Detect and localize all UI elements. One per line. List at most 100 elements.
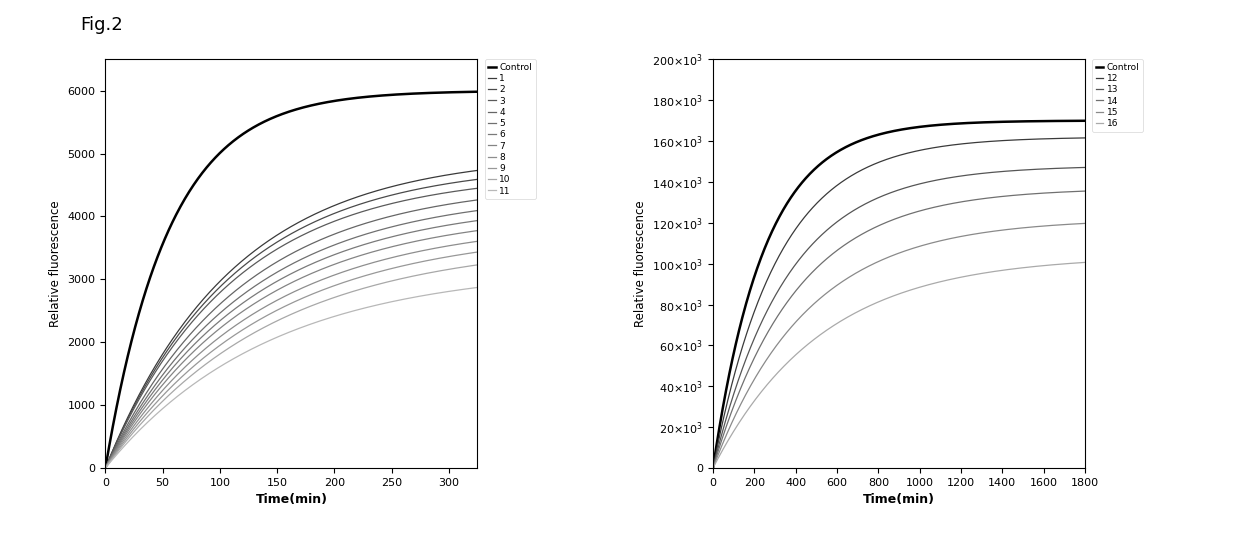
14 [931,203,946,209]
Line: 6: 6 [105,221,477,468]
Line: 8: 8 [105,242,477,468]
3 [193,309,208,315]
16 [921,281,936,288]
1 [346,195,361,201]
16 [706,465,720,471]
11 [317,316,332,323]
7 [317,265,332,271]
5 [164,361,179,367]
9 [470,249,485,255]
7 [98,465,113,471]
9 [193,357,208,363]
1 [164,338,179,344]
13 [942,174,957,181]
13 [1025,166,1040,173]
9 [378,267,393,273]
1 [470,167,485,174]
4 [378,214,393,221]
9 [98,465,113,471]
Control [921,123,936,129]
12 [931,144,946,150]
4 [317,235,332,241]
14 [706,465,720,471]
5 [470,207,485,214]
Control [706,465,720,471]
13 [728,384,743,391]
9 [267,309,281,315]
5 [193,328,208,334]
7 [346,254,361,261]
15 [931,238,946,244]
13 [988,169,1003,175]
7 [470,228,485,234]
1 [378,185,393,192]
Line: 3: 3 [105,188,477,468]
6 [470,217,485,224]
Control [931,122,946,128]
Control [98,465,113,471]
6 [317,255,332,261]
9 [164,384,179,390]
5 [346,235,361,241]
Control [1078,117,1092,124]
9 [317,286,332,293]
16 [931,279,946,285]
8 [193,349,208,356]
Control [1025,118,1040,124]
6 [267,280,281,286]
Line: 14: 14 [713,191,1085,468]
8 [346,265,361,272]
X-axis label: Time(min): Time(min) [863,493,935,506]
4 [470,197,485,203]
Text: Fig.2: Fig.2 [81,16,123,34]
12 [988,138,1003,144]
3 [164,345,179,352]
Line: Control: Control [713,121,1085,468]
5 [378,225,393,232]
Line: 5: 5 [105,210,477,468]
14 [1078,188,1092,194]
Legend: Control, 12, 13, 14, 15, 16: Control, 12, 13, 14, 15, 16 [1092,59,1143,132]
16 [942,277,957,283]
14 [942,201,957,207]
1 [267,234,281,240]
12 [942,142,957,148]
7 [267,289,281,295]
7 [193,341,208,348]
8 [317,275,332,282]
2 [317,214,332,221]
15 [921,240,936,247]
Line: 10: 10 [105,265,477,468]
10 [164,390,179,397]
16 [1078,259,1092,266]
10 [378,279,393,286]
6 [193,335,208,341]
10 [193,365,208,371]
14 [728,397,743,404]
2 [346,203,361,209]
2 [378,194,393,200]
Legend: Control, 1, 2, 3, 4, 5, 6, 7, 8, 9, 10, 11: Control, 1, 2, 3, 4, 5, 6, 7, 8, 9, 10, … [485,59,536,199]
Control [317,100,332,106]
9 [346,276,361,282]
Line: 2: 2 [105,179,477,468]
8 [98,465,113,471]
1 [193,299,208,305]
3 [317,222,332,228]
11 [346,308,361,314]
2 [470,176,485,182]
6 [346,245,361,251]
14 [1025,190,1040,197]
Control [346,95,361,102]
6 [164,366,179,373]
3 [267,248,281,254]
Y-axis label: Relative fluorescence: Relative fluorescence [634,200,646,327]
6 [98,465,113,471]
11 [164,398,179,405]
14 [988,194,1003,201]
14 [921,206,936,212]
6 [378,235,393,242]
5 [317,246,332,252]
15 [706,465,720,471]
Line: 15: 15 [713,223,1085,468]
